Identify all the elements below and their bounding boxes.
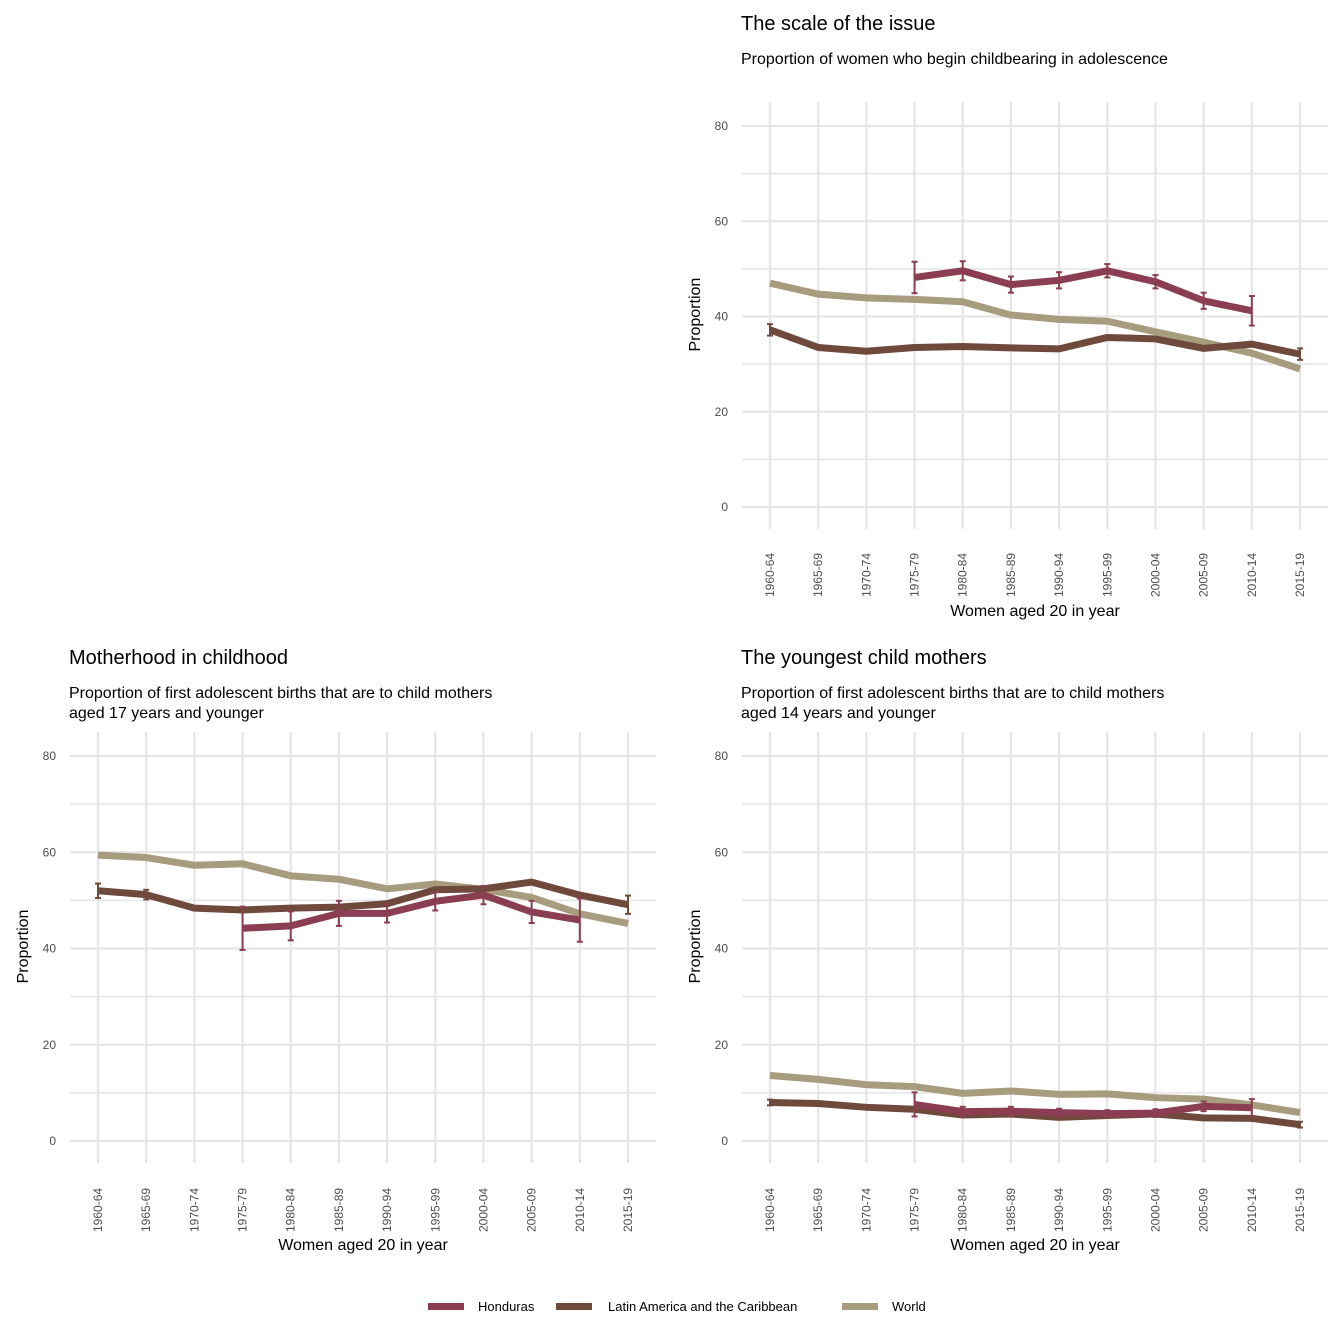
series-line [97,878,629,914]
x-tick-label: 1995-99 [428,1188,442,1232]
x-tick-label: 1975-79 [908,553,922,597]
series-line [768,326,1301,358]
x-tick-label: 1995-99 [1100,553,1114,597]
chart-subtitle: Proportion of first adolescent births th… [69,685,492,702]
chart-subtitle: Proportion of first adolescent births th… [741,685,1164,702]
x-tick-label: 2015-19 [621,1188,635,1232]
series-line [97,851,629,927]
x-tick-label: 1985-89 [1004,1188,1018,1232]
y-tick-label: 60 [715,845,729,859]
x-tick-label: 1960-64 [763,553,777,597]
chart-title: Motherhood in childhood [69,647,288,669]
x-tick-label: 2015-19 [1293,1188,1307,1232]
x-tick-label: 1980-84 [956,1188,970,1232]
x-tick-label: 1990-94 [380,1188,394,1232]
x-tick-label: 1960-64 [763,1188,777,1232]
series-honduras [911,260,1255,327]
legend-label: Honduras [478,1299,535,1314]
y-tick-label: 80 [715,749,729,763]
legend-swatch [842,1303,878,1310]
y-axis-label: Proportion [687,910,704,984]
x-tick-label: 2005-09 [1197,1188,1211,1232]
legend-label: World [892,1299,926,1314]
legend-item: Latin America and the Caribbean [556,1299,797,1314]
series-latin-america-and-the-caribbean [95,878,631,915]
series-line [242,891,581,932]
x-tick-label: 2010-14 [1245,1188,1259,1232]
x-tick-label: 1970-74 [187,1188,201,1232]
chart-panel-youngest: The youngest child mothers Proportion of … [687,647,1328,1254]
x-tick-label: 1965-69 [811,1188,825,1232]
y-tick-label: 60 [43,845,57,859]
x-tick-label: 1985-89 [1004,553,1018,597]
chart-subtitle: Proportion of women who begin childbeari… [741,51,1168,68]
y-tick-label: 40 [715,310,729,324]
y-tick-label: 20 [715,1038,729,1052]
y-tick-label: 0 [721,500,728,514]
series-line [769,1072,1301,1117]
legend-label: Latin America and the Caribbean [608,1299,797,1314]
x-tick-label: 2010-14 [1245,553,1259,597]
x-tick-label: 1960-64 [91,1188,105,1232]
chart-title: The scale of the issue [741,13,936,35]
legend-swatch [428,1303,464,1310]
x-tick-label: 2005-09 [1197,553,1211,597]
x-tick-label: 1980-84 [284,1188,298,1232]
y-tick-label: 20 [43,1038,57,1052]
y-tick-label: 20 [715,405,729,419]
x-tick-label: 1995-99 [1100,1188,1114,1232]
y-tick-label: 60 [715,214,729,228]
x-tick-label: 1980-84 [956,553,970,597]
x-tick-label: 2000-04 [1148,553,1162,597]
series-world [769,279,1302,373]
y-tick-label: 40 [715,942,729,956]
series-latin-america-and-the-caribbean [767,1098,1303,1129]
x-tick-label: 1990-94 [1052,553,1066,597]
x-tick-label: 1970-74 [859,1188,873,1232]
x-tick-label: 2000-04 [476,1188,490,1232]
x-tick-label: 1965-69 [811,553,825,597]
y-tick-label: 0 [721,1134,728,1148]
y-tick-label: 80 [43,749,57,763]
chart-title: The youngest child mothers [741,647,987,669]
x-axis-label: Women aged 20 in year [950,603,1120,620]
x-axis-label: Women aged 20 in year [278,1237,448,1254]
y-axis-label: Proportion [15,910,32,984]
x-tick-label: 1990-94 [1052,1188,1066,1232]
x-tick-label: 2005-09 [525,1188,539,1232]
x-tick-label: 1965-69 [139,1188,153,1232]
x-tick-label: 1970-74 [859,553,873,597]
series-latin-america-and-the-caribbean [767,323,1303,361]
y-tick-label: 0 [49,1134,56,1148]
x-tick-label: 1985-89 [332,1188,346,1232]
series-line [769,1099,1301,1129]
x-tick-label: 2000-04 [1148,1188,1162,1232]
chart-subtitle: aged 14 years and younger [741,705,936,722]
series-line [914,1100,1252,1118]
legend-swatch [556,1303,592,1310]
series-line [769,279,1302,373]
x-tick-label: 1975-79 [908,1188,922,1232]
x-tick-label: 1975-79 [236,1188,250,1232]
legend-item: World [842,1299,926,1314]
chart-panel-childhood: Motherhood in childhood Proportion of fir… [15,647,656,1254]
series-honduras [239,884,583,951]
legend-item: Honduras [428,1299,535,1314]
y-axis-label: Proportion [687,278,704,352]
x-tick-label: 2010-14 [573,1188,587,1232]
legend: Honduras Latin America and the Caribbean W… [428,1299,926,1314]
series-honduras [911,1091,1255,1118]
x-tick-label: 2015-19 [1293,553,1307,597]
series-line [914,267,1253,315]
chart-panel-scale: The scale of the issue Proportion of wome… [687,13,1328,620]
y-tick-label: 40 [43,942,57,956]
y-tick-label: 80 [715,119,729,133]
chart-subtitle: aged 17 years and younger [69,705,264,722]
x-axis-label: Women aged 20 in year [950,1237,1120,1254]
